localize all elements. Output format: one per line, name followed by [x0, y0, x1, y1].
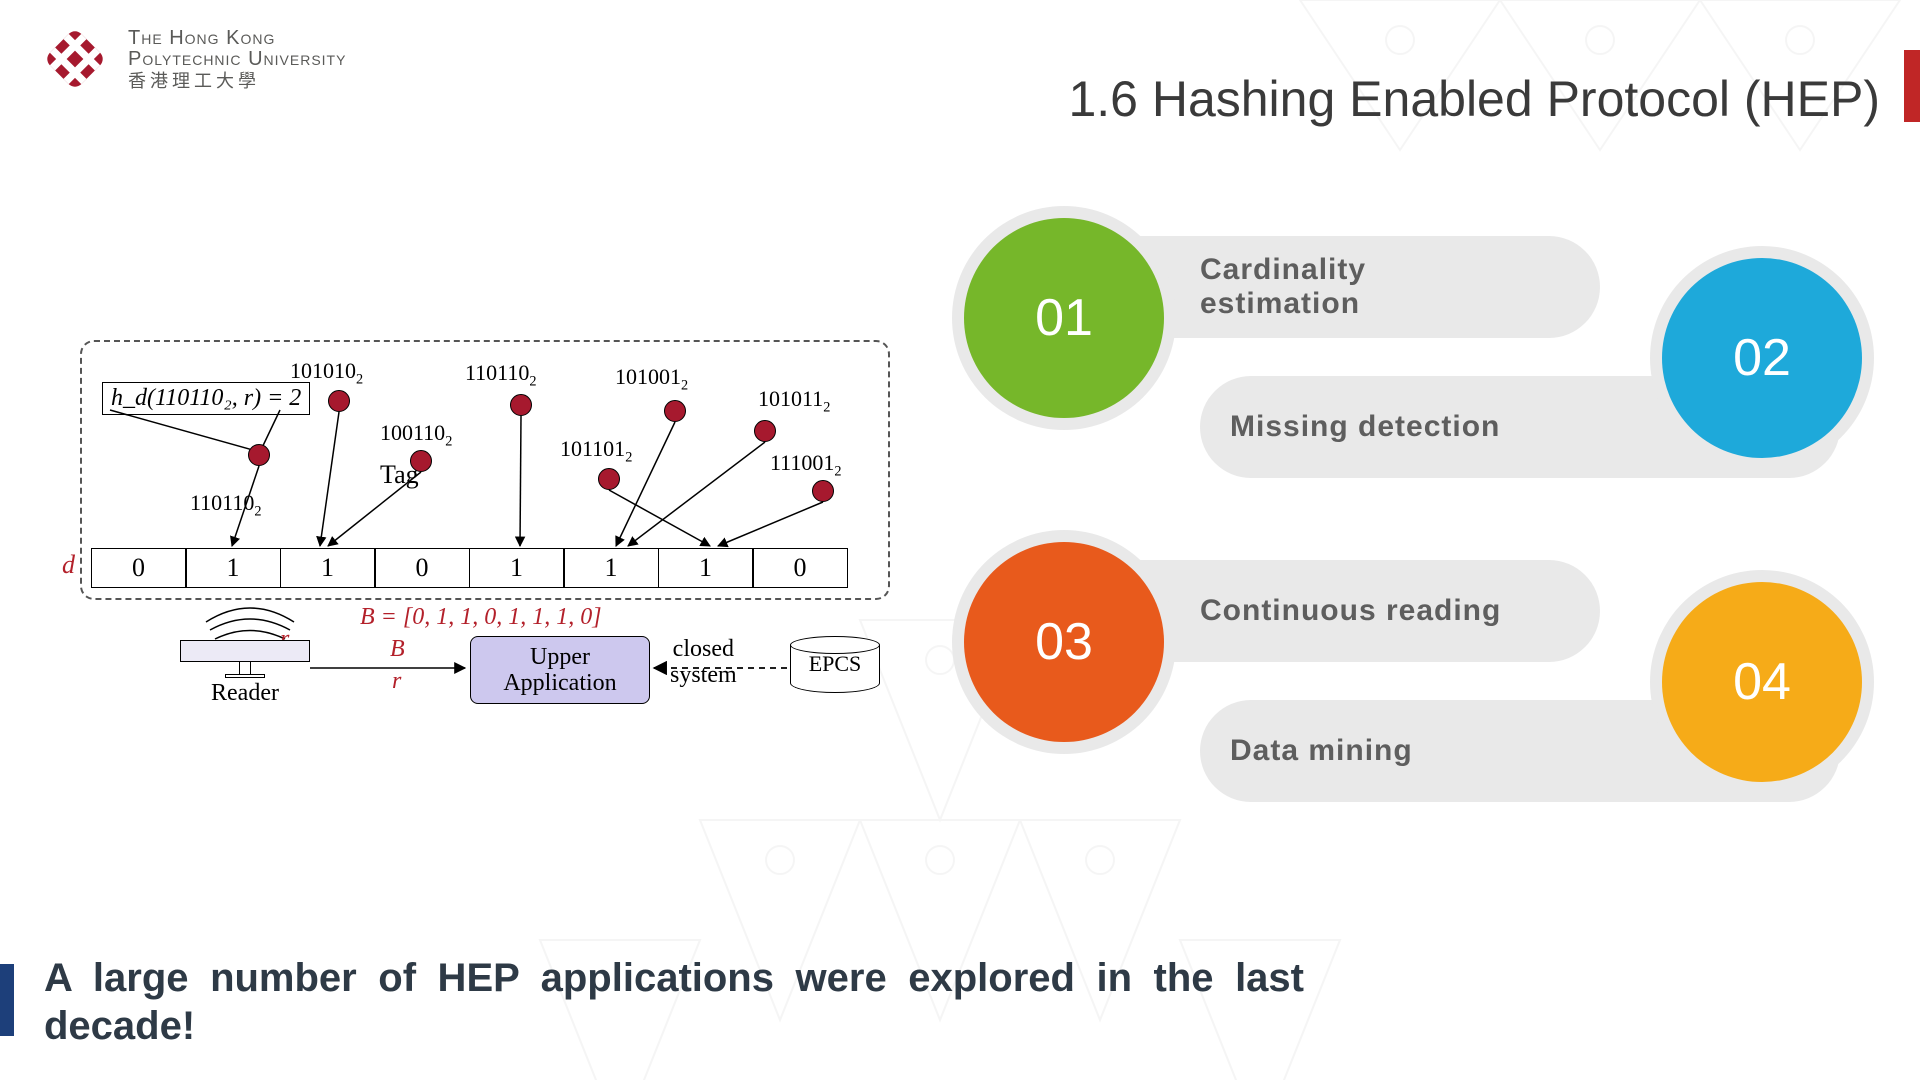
bit-vector-row: 01101110 [92, 548, 848, 588]
b-vector-label: B = [0, 1, 1, 0, 1, 1, 1, 0] [360, 604, 602, 631]
accent-bar-top-right [1904, 50, 1920, 122]
slide-title: 1.6 Hashing Enabled Protocol (HEP) [1068, 70, 1880, 128]
reader-label: Reader [180, 680, 310, 707]
number-circle-02: 02 [1662, 258, 1862, 458]
tag-node-icon [328, 390, 350, 412]
binary-id-label: 1010112 [758, 386, 830, 416]
number-circle-01: 01 [964, 218, 1164, 418]
binary-id-label: 1001102 [380, 420, 452, 450]
tag-node-icon [510, 394, 532, 416]
binary-id-label: 1011012 [560, 436, 632, 466]
closed-system-label: closed system [670, 636, 737, 689]
tag-node-icon [410, 450, 432, 472]
binary-id-label: 1101102 [190, 490, 262, 520]
binary-id-label: 1101102 [465, 360, 537, 390]
university-logo: The Hong Kong Polytechnic University 香港理… [38, 22, 346, 96]
footer-statement: A large number of HEP applications were … [44, 954, 1304, 1050]
logo-text-line3: 香港理工大學 [128, 72, 346, 91]
tag-node-icon [812, 480, 834, 502]
binary-id-label: 1010012 [615, 364, 688, 394]
bit-cell: 1 [469, 548, 565, 588]
number-circle-04: 04 [1662, 582, 1862, 782]
bit-cell: 1 [563, 548, 659, 588]
tag-node-icon [248, 444, 270, 466]
accent-bar-bottom-left [0, 964, 14, 1036]
reader-to-app-arrow [310, 658, 470, 678]
bit-cell: 0 [752, 548, 848, 588]
reader-block: Reader [180, 640, 310, 707]
application-group-1: Cardinality estimation Missing detection… [970, 236, 1850, 546]
application-group-2: Continuous reading Data mining 03 04 [970, 560, 1850, 870]
bit-cell: 0 [91, 548, 187, 588]
binary-id-label: 1110012 [770, 450, 842, 480]
upper-application-box: Upper Application [470, 636, 650, 704]
bit-cell: 0 [374, 548, 470, 588]
application-list: Cardinality estimation Missing detection… [970, 236, 1850, 870]
binary-id-label: 1010102 [290, 358, 363, 388]
bit-cell: 1 [658, 548, 754, 588]
bit-cell: 1 [280, 548, 376, 588]
tag-node-icon [754, 420, 776, 442]
bit-cell: 1 [185, 548, 281, 588]
epcs-label: EPCS [790, 651, 880, 677]
epcs-cylinder: EPCS [790, 636, 880, 698]
hep-diagram: h_d(110110₂, r) = 2 d Tag 01101110 B = [… [70, 340, 910, 760]
tag-node-icon [664, 400, 686, 422]
logo-text-line2: Polytechnic University [128, 49, 346, 70]
logo-emblem-icon [38, 22, 112, 96]
logo-text-line1: The Hong Kong [128, 28, 346, 49]
number-circle-03: 03 [964, 542, 1164, 742]
tag-node-icon [598, 468, 620, 490]
